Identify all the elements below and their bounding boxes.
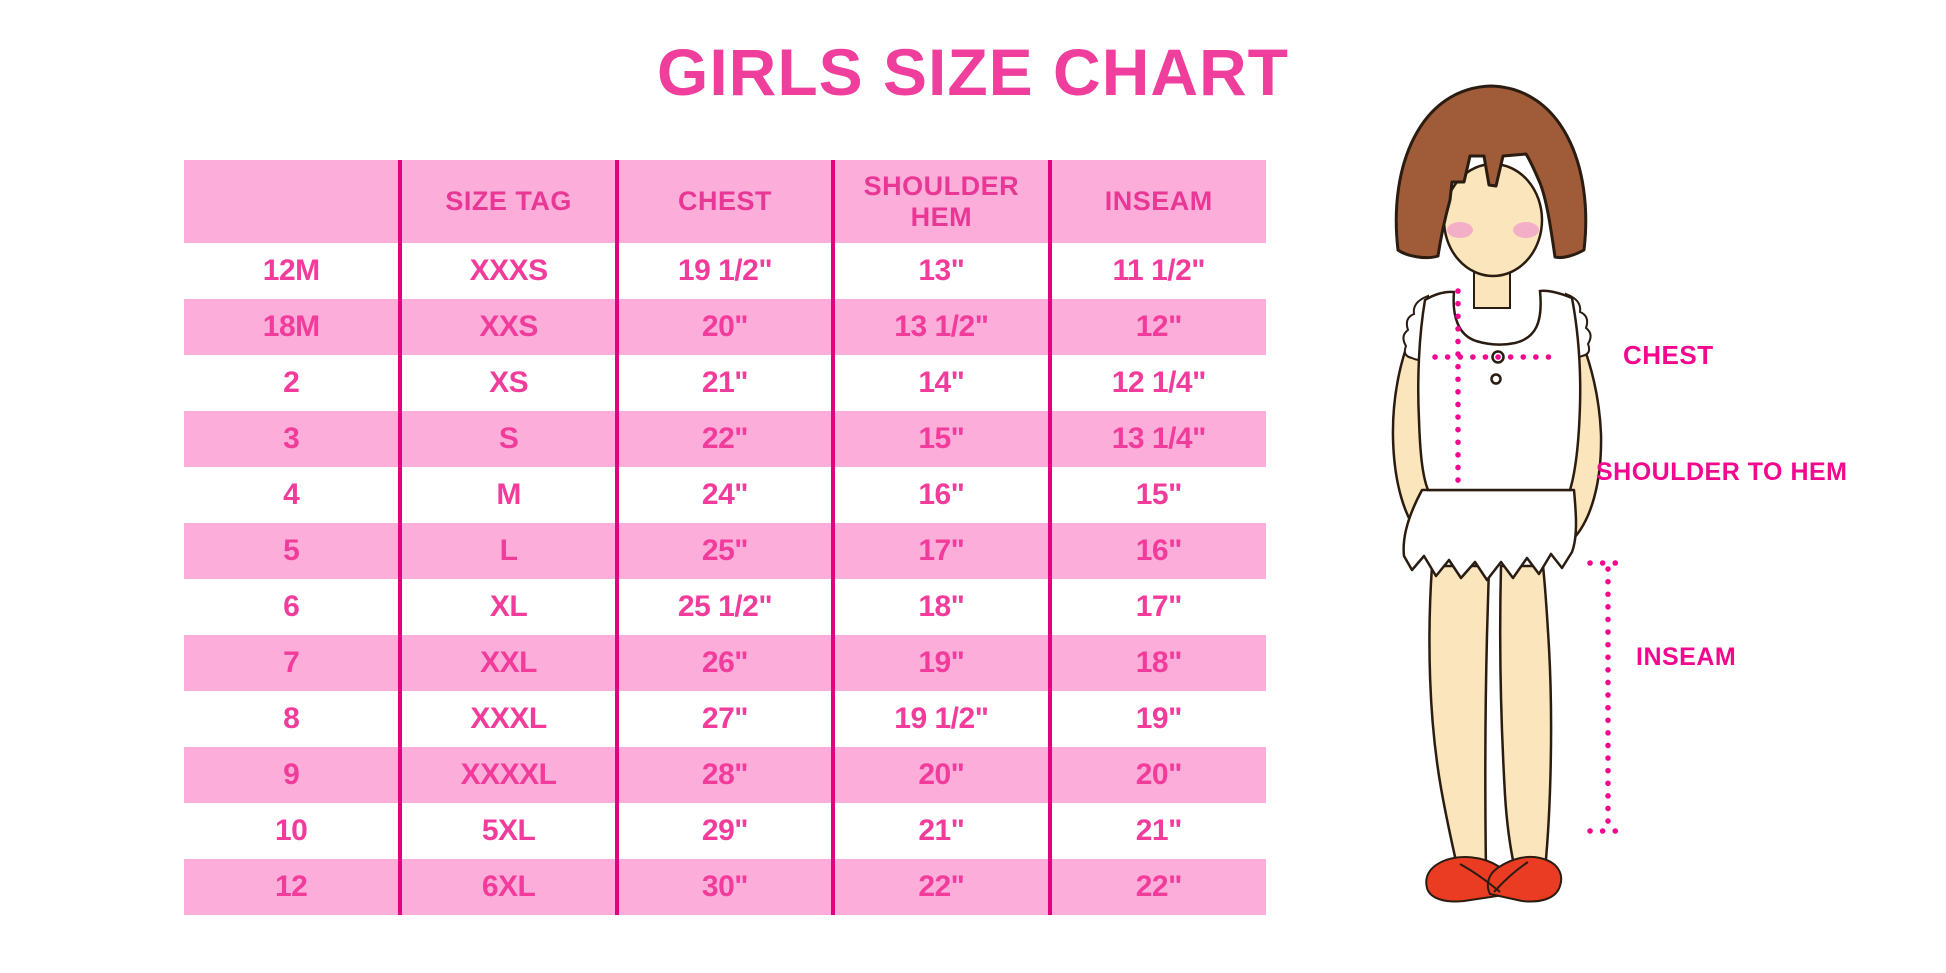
table-row: 9 XXXXL 28" 20" 20" bbox=[184, 747, 1266, 803]
size-table: SIZE TAG CHEST SHOULDER HEM INSEAM 12M XXXS 1… bbox=[184, 160, 1266, 915]
header-row: SIZE TAG CHEST SHOULDER HEM INSEAM bbox=[184, 160, 1266, 243]
table-cell: 22" bbox=[614, 411, 834, 467]
table-cell: 24" bbox=[614, 467, 834, 523]
column-header bbox=[184, 160, 401, 243]
table-cell: 6XL bbox=[398, 859, 617, 915]
table-cell: 5XL bbox=[398, 803, 617, 859]
dress-bodice bbox=[1417, 289, 1582, 492]
table-cell: 12M bbox=[262, 254, 320, 287]
table-cell: 12" bbox=[1047, 299, 1266, 355]
table-cell: 16" bbox=[1047, 523, 1266, 579]
column-header: CHEST bbox=[614, 160, 834, 243]
table-cell: 17" bbox=[1047, 579, 1266, 635]
table-cell: 18M bbox=[262, 310, 320, 343]
table-cell: 25" bbox=[614, 523, 834, 579]
table-row: 12M XXXS 19 1/2" 13" 11 1/2" bbox=[184, 243, 1266, 299]
blush-left bbox=[1447, 222, 1473, 238]
shoulder-to-hem-label: SHOULDER TO HEM bbox=[1596, 458, 1848, 486]
table-cell: 20" bbox=[614, 299, 834, 355]
table-cell: 15" bbox=[1047, 467, 1266, 523]
table-cell: 12 bbox=[275, 870, 308, 903]
table-cell: 19" bbox=[1047, 691, 1266, 747]
table-row: 3 S 22" 15" 13 1/4" bbox=[184, 411, 1266, 467]
table-cell: 29" bbox=[614, 803, 834, 859]
table-cell: 22" bbox=[831, 859, 1050, 915]
table-body: 12M XXXS 19 1/2" 13" 11 1/2" 18M XXS 20" 13 1/2"… bbox=[184, 243, 1266, 915]
left-leg bbox=[1428, 564, 1491, 872]
table-cell: 8 bbox=[283, 702, 300, 735]
table-cell: XS bbox=[398, 355, 617, 411]
table-cell: 13 1/2" bbox=[831, 299, 1050, 355]
table-cell: 26" bbox=[614, 635, 834, 691]
table-cell: 15" bbox=[831, 411, 1050, 467]
girl-illustration bbox=[1300, 70, 1860, 930]
blush-right bbox=[1513, 222, 1539, 238]
table-cell: 22" bbox=[1047, 859, 1266, 915]
table-cell: 13" bbox=[831, 243, 1050, 299]
chest-label: CHEST bbox=[1623, 340, 1714, 370]
table-row: 5 L 25" 17" 16" bbox=[184, 523, 1266, 579]
table-cell: XXS bbox=[398, 299, 617, 355]
hair-shape bbox=[1394, 84, 1588, 260]
table-cell: XXXS bbox=[398, 243, 617, 299]
page-title: GIRLS SIZE CHART bbox=[656, 35, 1289, 109]
table-cell: 16" bbox=[831, 467, 1050, 523]
table-row: 7 XXL 26" 19" 18" bbox=[184, 635, 1266, 691]
table-cell: 5 bbox=[283, 534, 300, 567]
table-row: 4 M 24" 16" 15" bbox=[184, 467, 1266, 523]
table-cell: 28" bbox=[614, 747, 834, 803]
inseam-label: INSEAM bbox=[1636, 643, 1737, 671]
table-cell: 6 bbox=[283, 590, 300, 623]
table-cell: 9 bbox=[283, 758, 300, 791]
button-bottom bbox=[1490, 373, 1502, 385]
left-shoe bbox=[1425, 856, 1509, 903]
table-cell: 4 bbox=[283, 478, 300, 511]
column-header: INSEAM bbox=[1047, 160, 1266, 243]
table-cell: 14" bbox=[831, 355, 1050, 411]
table-cell: 21" bbox=[1047, 803, 1266, 859]
table-cell: 21" bbox=[831, 803, 1050, 859]
table-cell: S bbox=[398, 411, 617, 467]
column-header: SIZE TAG bbox=[398, 160, 617, 243]
table-row: 12 6XL 30" 22" 22" bbox=[184, 859, 1266, 915]
table-row: 10 5XL 29" 21" 21" bbox=[184, 803, 1266, 859]
table-cell: M bbox=[398, 467, 617, 523]
table-row: 6 XL 25 1/2" 18" 17" bbox=[184, 579, 1266, 635]
table-cell: 2 bbox=[283, 366, 300, 399]
table-cell: 19" bbox=[831, 635, 1050, 691]
table-cell: 20" bbox=[831, 747, 1050, 803]
table-cell: 10 bbox=[275, 814, 308, 847]
table-cell: 3 bbox=[283, 422, 300, 455]
table-cell: 30" bbox=[614, 859, 834, 915]
column-header: SHOULDER HEM bbox=[831, 160, 1050, 243]
table-row: 2 XS 21" 14" 12 1/4" bbox=[184, 355, 1266, 411]
table-cell: XXXXL bbox=[398, 747, 617, 803]
table-cell: 18" bbox=[1047, 635, 1266, 691]
table-cell: 11 1/2" bbox=[1047, 243, 1266, 299]
table-cell: 18" bbox=[831, 579, 1050, 635]
table-cell: XXXL bbox=[398, 691, 617, 747]
table-cell: 17" bbox=[831, 523, 1050, 579]
table-row: 8 XXXL 27" 19 1/2" 19" bbox=[184, 691, 1266, 747]
table-cell: 20" bbox=[1047, 747, 1266, 803]
table-cell: XL bbox=[398, 579, 617, 635]
skirt-ruffle bbox=[1402, 488, 1578, 582]
table-cell: L bbox=[398, 523, 617, 579]
table-cell: 13 1/4" bbox=[1047, 411, 1266, 467]
table-cell: 19 1/2" bbox=[831, 691, 1050, 747]
table-cell: 12 1/4" bbox=[1047, 355, 1266, 411]
right-shoe-strap bbox=[1493, 861, 1529, 893]
table-cell: 21" bbox=[614, 355, 834, 411]
girl-figure-svg bbox=[1391, 84, 1630, 903]
table-cell: 19 1/2" bbox=[614, 243, 834, 299]
table-cell: 7 bbox=[283, 646, 300, 679]
table-cell: 27" bbox=[614, 691, 834, 747]
table-row: 18M XXS 20" 13 1/2" 12" bbox=[184, 299, 1266, 355]
right-leg bbox=[1498, 564, 1553, 872]
table-cell: 25 1/2" bbox=[614, 579, 834, 635]
table-cell: XXL bbox=[398, 635, 617, 691]
right-shoe bbox=[1486, 855, 1563, 903]
